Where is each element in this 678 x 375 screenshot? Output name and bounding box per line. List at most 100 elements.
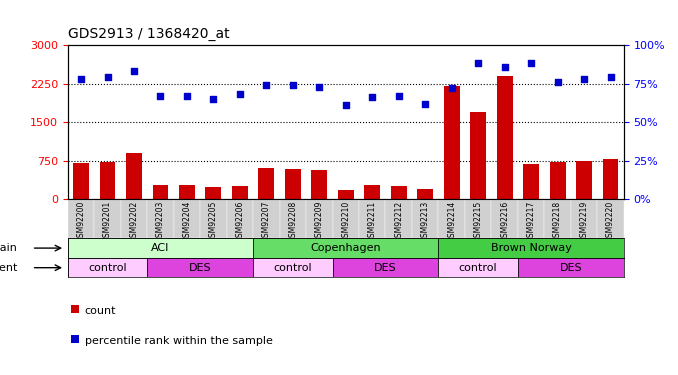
Text: DES: DES: [559, 263, 582, 273]
Bar: [443, 86, 460, 199]
Text: GSM92212: GSM92212: [394, 201, 403, 242]
Bar: [147, 258, 253, 278]
Point: [235, 91, 245, 97]
Text: GSM92218: GSM92218: [553, 201, 562, 242]
Bar: [147, 199, 174, 238]
Point: [578, 76, 589, 82]
Text: GSM92214: GSM92214: [447, 201, 456, 242]
Text: GSM92203: GSM92203: [156, 201, 165, 242]
Text: GSM92217: GSM92217: [527, 201, 536, 242]
Bar: [258, 168, 275, 199]
Point: [473, 60, 483, 66]
Point: [340, 102, 351, 108]
Bar: [285, 169, 301, 199]
Bar: [523, 164, 539, 199]
Bar: [100, 162, 115, 199]
Bar: [253, 199, 279, 238]
Text: GSM92211: GSM92211: [367, 201, 377, 242]
Point: [605, 74, 616, 80]
Point: [499, 64, 510, 70]
Bar: [465, 199, 492, 238]
Point: [525, 60, 536, 66]
Text: GSM92213: GSM92213: [421, 201, 430, 242]
Text: ACI: ACI: [151, 243, 170, 253]
Bar: [439, 258, 518, 278]
Bar: [550, 162, 565, 199]
Point: [208, 96, 219, 102]
Bar: [518, 258, 624, 278]
Bar: [391, 186, 407, 199]
Point: [367, 94, 378, 100]
Bar: [332, 199, 359, 238]
Point: [287, 82, 298, 88]
Bar: [179, 185, 195, 199]
Bar: [311, 170, 327, 199]
Bar: [73, 163, 89, 199]
Text: GSM92206: GSM92206: [235, 201, 244, 242]
Point: [314, 84, 325, 90]
Text: control: control: [459, 263, 498, 273]
Point: [393, 93, 404, 99]
Bar: [68, 238, 253, 258]
Text: GSM92200: GSM92200: [77, 201, 85, 242]
Text: DES: DES: [374, 263, 397, 273]
Text: GSM92216: GSM92216: [500, 201, 509, 242]
Bar: [603, 159, 618, 199]
Bar: [306, 199, 332, 238]
Bar: [417, 189, 433, 199]
Text: Brown Norway: Brown Norway: [491, 243, 572, 253]
Bar: [153, 184, 168, 199]
Point: [129, 68, 140, 74]
Point: [76, 76, 87, 82]
Text: control: control: [88, 263, 127, 273]
Point: [261, 82, 272, 88]
Text: GSM92209: GSM92209: [315, 201, 324, 242]
Text: GSM92220: GSM92220: [606, 201, 615, 242]
Text: DES: DES: [189, 263, 212, 273]
Text: GSM92219: GSM92219: [580, 201, 589, 242]
Text: percentile rank within the sample: percentile rank within the sample: [85, 336, 273, 346]
Bar: [68, 199, 94, 238]
Bar: [439, 238, 624, 258]
Point: [446, 85, 457, 91]
Bar: [279, 199, 306, 238]
Bar: [126, 153, 142, 199]
Bar: [518, 199, 544, 238]
Point: [182, 93, 193, 99]
Bar: [386, 199, 412, 238]
Bar: [253, 258, 332, 278]
Text: agent: agent: [0, 263, 18, 273]
Bar: [497, 76, 513, 199]
Bar: [174, 199, 200, 238]
Point: [552, 79, 563, 85]
Bar: [253, 238, 439, 258]
Text: Copenhagen: Copenhagen: [311, 243, 381, 253]
Bar: [200, 199, 226, 238]
Bar: [232, 186, 248, 199]
Text: GSM92210: GSM92210: [341, 201, 351, 242]
Bar: [576, 160, 592, 199]
Text: GSM92208: GSM92208: [288, 201, 298, 242]
Point: [420, 100, 431, 106]
Bar: [412, 199, 439, 238]
Bar: [571, 199, 597, 238]
Bar: [68, 258, 147, 278]
Bar: [544, 199, 571, 238]
Text: GSM92202: GSM92202: [129, 201, 138, 242]
Text: GSM92201: GSM92201: [103, 201, 112, 242]
Bar: [205, 187, 221, 199]
Text: GSM92205: GSM92205: [209, 201, 218, 242]
Bar: [359, 199, 386, 238]
Bar: [439, 199, 465, 238]
Bar: [471, 112, 486, 199]
Bar: [226, 199, 253, 238]
Bar: [364, 184, 380, 199]
Text: GSM92207: GSM92207: [262, 201, 271, 242]
Point: [102, 74, 113, 80]
Bar: [121, 199, 147, 238]
Text: strain: strain: [0, 243, 18, 253]
Text: count: count: [85, 306, 116, 316]
Bar: [338, 190, 354, 199]
Text: GDS2913 / 1368420_at: GDS2913 / 1368420_at: [68, 27, 229, 41]
Text: GSM92204: GSM92204: [182, 201, 191, 242]
